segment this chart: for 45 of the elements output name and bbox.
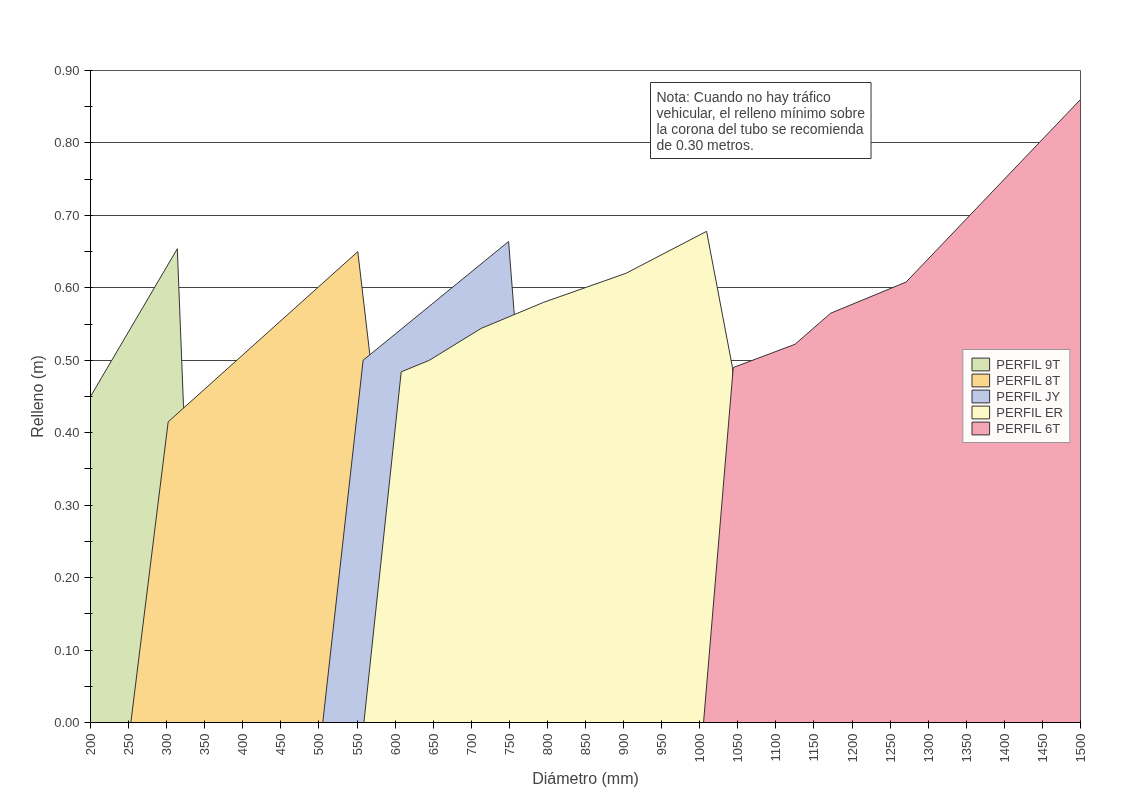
x-tick-label: 1500	[1073, 733, 1088, 763]
y-tick-label: 0.70	[54, 207, 80, 223]
y-tick-label: 0.60	[54, 280, 80, 296]
x-tick-label: 1300	[920, 733, 936, 763]
x-tick-label: 300	[159, 733, 175, 756]
legend-label: PERFIL 8T	[996, 372, 1061, 388]
x-tick-label: 600	[387, 733, 403, 756]
legend-label: PERFIL 6T	[996, 420, 1061, 436]
y-tick-label: 0.90	[54, 63, 80, 78]
x-tick-label: 950	[654, 733, 670, 756]
x-tick-label: 1400	[996, 733, 1012, 763]
x-tick-label: 1350	[958, 733, 974, 763]
y-tick-label: 0.80	[54, 135, 80, 151]
x-tick-label: 850	[578, 733, 593, 756]
x-tick-label: 1100	[768, 733, 784, 762]
x-tick-label: 1200	[844, 733, 860, 763]
x-tick-label: 450	[273, 733, 289, 756]
x-tick-label: 1450	[1034, 733, 1050, 763]
y-tick-label: 0.20	[54, 570, 80, 586]
x-tick-label: 750	[501, 733, 517, 756]
x-tick-label: 500	[311, 733, 327, 756]
y-axis-title: Relleno (m)	[29, 355, 47, 438]
x-tick-label: 200	[83, 733, 98, 756]
x-tick-label: 1050	[730, 733, 746, 763]
legend-label: PERFIL 9T	[996, 356, 1061, 372]
legend-label: PERFIL ER	[996, 404, 1063, 420]
x-tick-label: 1150	[806, 733, 822, 762]
y-tick-label: 0.50	[54, 352, 80, 368]
x-tick-label: 350	[197, 733, 213, 756]
y-tick-label: 0.40	[54, 425, 80, 441]
x-tick-label: 700	[463, 733, 479, 756]
annotation: Nota: Cuando no hay tráfico vehicular, el relleno mínimo sobre la corona del tubo se recomienda de 0.30 metros.	[656, 88, 866, 153]
y-tick-label: 0.10	[54, 642, 80, 658]
x-tick-label: 250	[121, 733, 137, 756]
x-tick-label: 800	[539, 733, 555, 756]
x-tick-label: 550	[349, 733, 365, 756]
x-tick-label: 900	[616, 733, 632, 756]
x-tick-label: 400	[235, 733, 251, 756]
legend-label: PERFIL JY	[996, 388, 1061, 404]
y-tick-label: 0.30	[54, 497, 80, 513]
x-tick-label: 650	[425, 733, 441, 756]
y-tick-label: 0.00	[54, 715, 80, 730]
x-tick-label: 1000	[692, 733, 708, 763]
x-axis-title: Diámetro (mm)	[532, 770, 639, 788]
x-tick-label: 1250	[882, 733, 898, 763]
